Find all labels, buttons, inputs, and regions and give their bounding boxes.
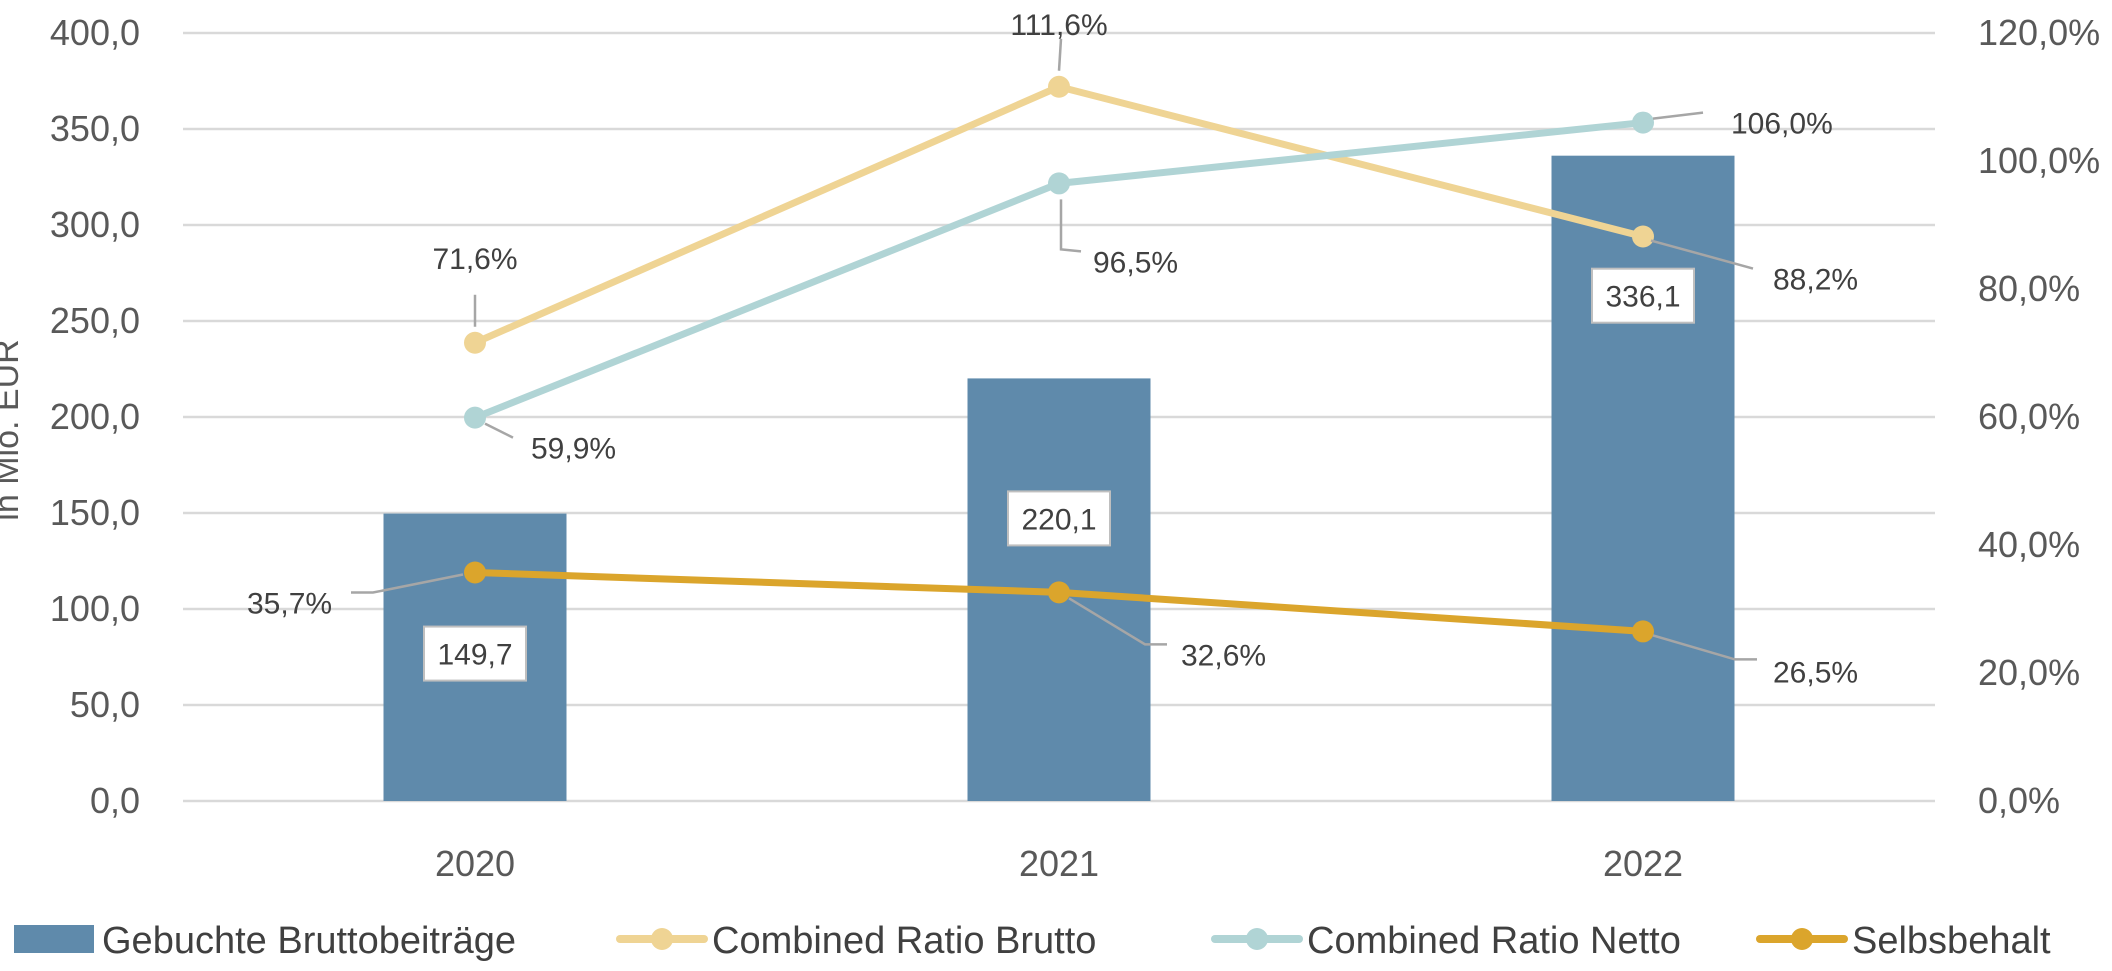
x-tick-label: 2022 (1603, 843, 1683, 884)
line-value-label: 96,5% (1093, 246, 1178, 279)
line-value-label: 59,9% (531, 433, 616, 466)
line-value-label: 88,2% (1773, 264, 1858, 297)
right-tick-label: 100,0% (1978, 140, 2100, 181)
x-tick-label: 2021 (1019, 843, 1099, 884)
line-value-label: 106,0% (1731, 108, 1833, 141)
leader-line (1652, 634, 1757, 661)
legend-swatch-marker (651, 928, 673, 950)
data-point (464, 331, 486, 354)
data-point (1048, 581, 1070, 604)
right-tick-label: 60,0% (1978, 396, 2080, 437)
data-labels: 149,7 220,1 336,1 71,6% 111,6% 88,2% 59,9% 96,5… (247, 9, 1858, 690)
right-tick-label: 80,0% (1978, 268, 2080, 309)
x-tick-label: 2020 (435, 843, 515, 884)
left-tick-label: 300,0 (50, 204, 140, 245)
bar-value-label-box (1007, 490, 1111, 547)
right-tick-label: 20,0% (1978, 652, 2080, 693)
left-tick-label: 250,0 (50, 300, 140, 341)
leader-line (351, 573, 464, 594)
data-point (1048, 75, 1070, 98)
leader-line (1650, 239, 1754, 270)
data-point (1632, 620, 1654, 643)
leader-line (1057, 38, 1063, 71)
bar-value-label: 149,7 (437, 639, 512, 672)
right-axis-ticks: 0,0% 20,0% 40,0% 60,0% 80,0% 100,0% 120,0% (1978, 12, 2100, 821)
legend-label: Combined Ratio Brutto (712, 920, 1096, 962)
line-value-label: 71,6% (432, 243, 517, 276)
leader-line (1652, 111, 1704, 120)
legend-swatch-bar (14, 925, 94, 953)
left-tick-label: 400,0 (50, 12, 140, 53)
leader-line (484, 422, 514, 439)
data-point (1632, 225, 1654, 248)
line-value-label: 35,7% (247, 588, 332, 621)
left-axis-ticks: 0,0 50,0 100,0 150,0 200,0 250,0 300,0 350,0 400… (50, 12, 140, 821)
line-value-label: 32,6% (1181, 639, 1266, 672)
line-value-label: 111,6% (1010, 9, 1107, 42)
legend-swatch-marker (1791, 928, 1813, 950)
data-point (464, 406, 486, 429)
left-axis-title: in Mio. EUR (0, 339, 26, 520)
line-series (464, 75, 1654, 643)
bar (1551, 155, 1735, 802)
left-tick-label: 150,0 (50, 492, 140, 533)
data-point (464, 561, 486, 584)
left-tick-label: 50,0 (70, 684, 140, 725)
right-tick-label: 120,0% (1978, 12, 2100, 53)
series-line (471, 119, 1647, 422)
left-tick-label: 200,0 (50, 396, 140, 437)
legend: Gebuchte Bruttobeiträge Combined Ratio Br… (14, 920, 2051, 962)
series-line (471, 83, 1647, 347)
bar-value-label-box (423, 625, 527, 682)
bar-value-label: 220,1 (1021, 503, 1096, 536)
left-tick-label: 100,0 (50, 588, 140, 629)
left-tick-label: 350,0 (50, 108, 140, 149)
left-tick-label: 0,0 (90, 780, 140, 821)
data-point (1632, 111, 1654, 134)
legend-label: Combined Ratio Netto (1307, 920, 1681, 962)
right-tick-label: 40,0% (1978, 524, 2080, 565)
line-value-label: 26,5% (1773, 656, 1858, 689)
x-axis-labels: 2020 2021 2022 (435, 843, 1683, 884)
right-tick-label: 0,0% (1978, 780, 2060, 821)
leader-line (1059, 199, 1082, 253)
bar-value-label-box (1591, 267, 1695, 324)
legend-label: Gebuchte Bruttobeiträge (102, 920, 516, 962)
bar-value-label: 336,1 (1605, 281, 1680, 314)
legend-label: Selbsbehalt (1852, 920, 2051, 962)
data-point (1048, 172, 1070, 195)
leader-line (1068, 597, 1167, 646)
legend-swatch-marker (1246, 928, 1268, 950)
